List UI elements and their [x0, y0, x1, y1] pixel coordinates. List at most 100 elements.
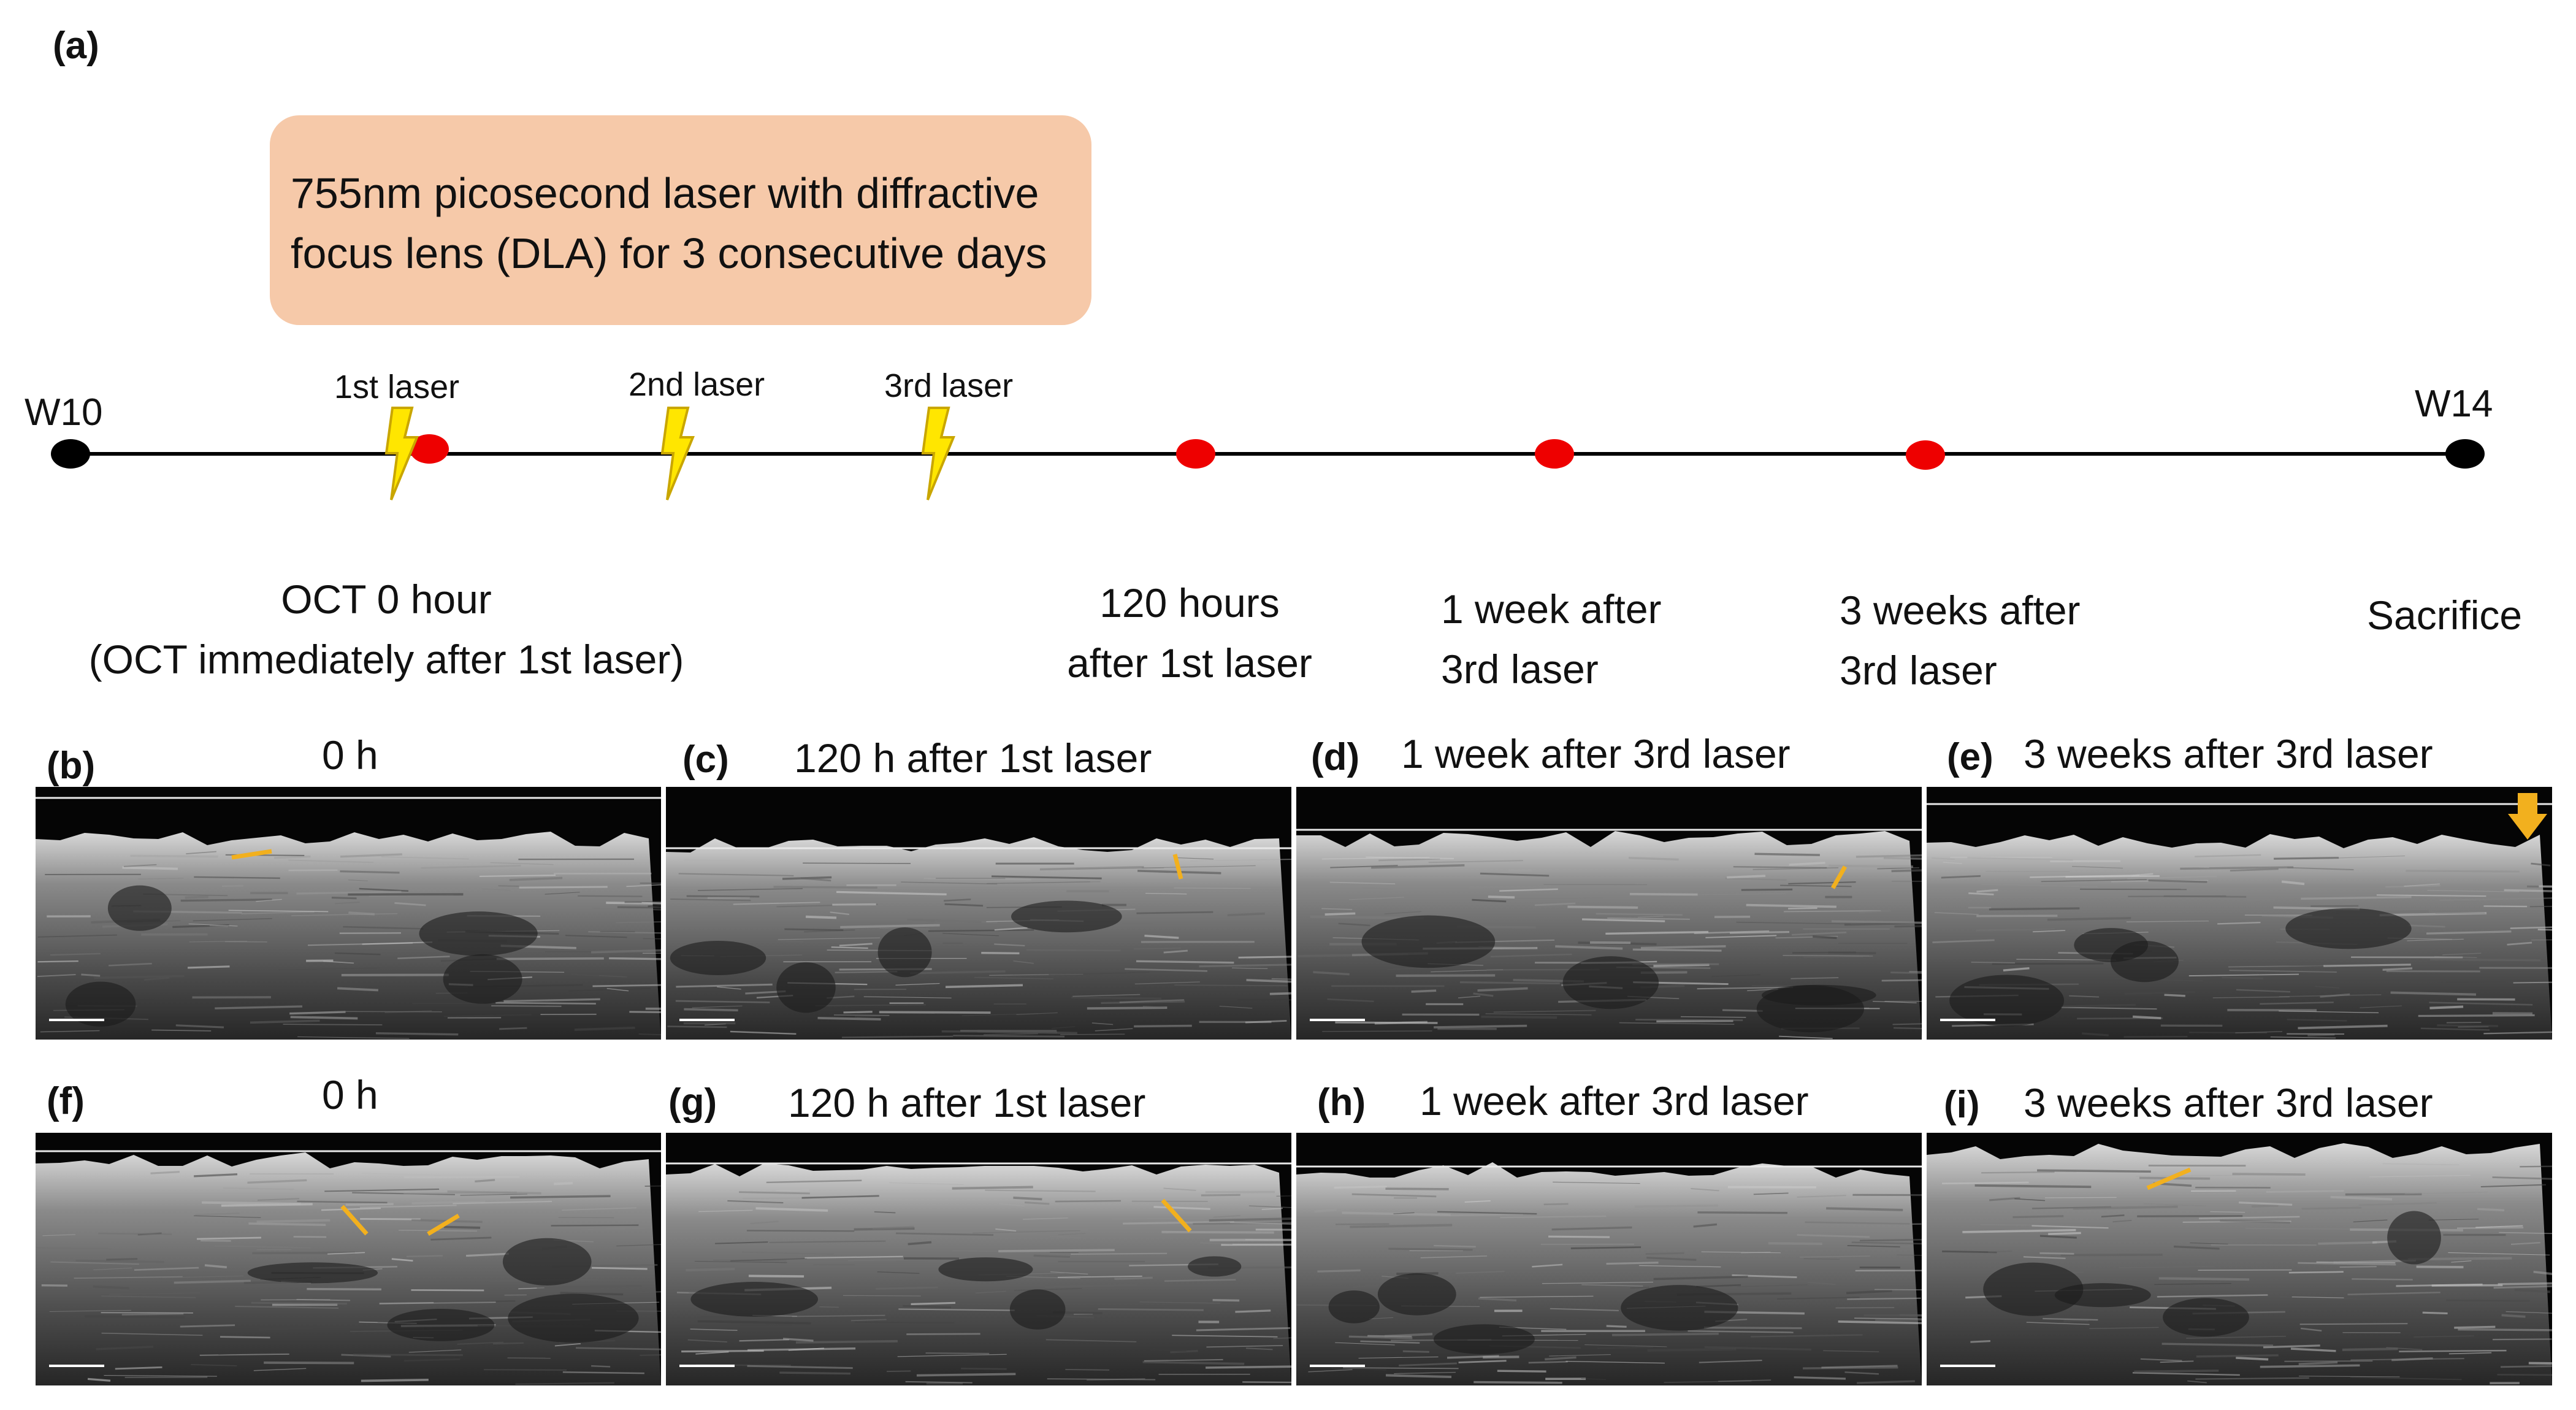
speckle-streak: [228, 910, 329, 913]
speckle-streak: [1349, 897, 1404, 900]
speckle-streak: [1261, 1208, 1283, 1211]
speckle-streak: [1974, 1184, 2092, 1189]
speckle-streak: [1699, 1360, 1762, 1363]
oct-image-h: [1296, 1133, 1922, 1385]
speckle-streak: [1528, 1360, 1568, 1364]
speckle-streak: [1881, 979, 1922, 982]
lightning-bolt-icon: [384, 407, 419, 500]
timeline-end-dot: [2445, 439, 2485, 469]
speckle-streak: [1058, 1275, 1142, 1278]
speckle-streak: [1635, 1019, 1743, 1021]
speckle-streak: [961, 1368, 1007, 1370]
dark-structure: [1361, 915, 1496, 968]
speckle-streak: [1058, 1233, 1086, 1236]
speckle-streak: [447, 1190, 541, 1195]
speckle-streak: [592, 908, 661, 911]
speckle-streak: [945, 984, 1023, 989]
speckle-streak: [345, 1203, 394, 1206]
speckle-streak: [1172, 1335, 1278, 1338]
speckle-streak: [101, 1295, 196, 1298]
speckle-streak: [855, 1322, 955, 1324]
speckle-streak: [1701, 1251, 1781, 1254]
speckle-streak: [1730, 930, 1790, 934]
speckle-streak: [2137, 1215, 2243, 1217]
oct-scan: [1296, 1162, 1922, 1385]
speckle-streak: [1396, 974, 1496, 977]
speckle-streak: [1072, 994, 1141, 997]
speckle-streak: [670, 898, 751, 902]
speckle-streak: [1493, 1010, 1596, 1013]
speckle-streak: [697, 887, 803, 891]
speckle-streak: [1894, 925, 1922, 928]
speckle-streak: [195, 1213, 240, 1216]
speckle-streak: [256, 1219, 331, 1224]
speckle-streak: [1746, 903, 1836, 908]
speckle-streak: [1797, 1195, 1846, 1198]
speckle-streak: [1144, 1358, 1223, 1362]
speckle-streak: [2279, 1010, 2379, 1013]
speckle-streak: [1725, 878, 1787, 881]
speckle-streak: [323, 960, 354, 964]
speckle-streak: [2298, 1024, 2388, 1030]
speckle-streak: [895, 983, 940, 986]
speckle-streak: [942, 933, 999, 937]
speckle-streak: [2493, 1285, 2552, 1289]
speckle-streak: [2446, 1022, 2482, 1024]
speckle-streak: [1570, 1246, 1642, 1249]
speckle-streak: [850, 1319, 887, 1322]
speckle-streak: [1581, 1378, 1606, 1381]
speckle-streak: [805, 915, 837, 919]
speckle-streak: [695, 1351, 729, 1355]
dark-structure: [1621, 1285, 1738, 1331]
speckle-streak: [1873, 1001, 1917, 1003]
callout-text: 755nm picosecond laser with diffractive …: [291, 163, 1047, 283]
speckle-streak: [1125, 968, 1207, 972]
speckle-streak: [223, 1187, 294, 1190]
speckle-streak: [779, 958, 804, 961]
speckle-streak: [994, 927, 1028, 931]
speckle-streak: [1555, 945, 1623, 950]
event-label-0h: OCT 0 hour (OCT immediately after 1st la…: [25, 569, 748, 689]
speckle-streak: [1718, 1379, 1771, 1382]
callout-line-2: focus lens (DLA) for 3 consecutive days: [291, 229, 1047, 277]
speckle-streak: [180, 898, 272, 902]
speckle-streak: [150, 1171, 180, 1174]
speckle-streak: [1584, 1344, 1667, 1347]
speckle-streak: [879, 1011, 991, 1014]
speckle-streak: [510, 1195, 611, 1199]
speckle-streak: [2416, 1265, 2464, 1268]
speckle-streak: [975, 1290, 1006, 1293]
speckle-streak: [256, 898, 282, 902]
speckle-streak: [257, 1198, 300, 1201]
speckle-streak: [855, 1015, 880, 1017]
speckle-streak: [1142, 1005, 1166, 1009]
speckle-streak: [215, 1245, 311, 1249]
speckle-streak: [1779, 1035, 1833, 1040]
laser-label-2: 2nd laser: [629, 366, 765, 403]
speckle-streak: [2229, 970, 2337, 973]
panel-e-title: 3 weeks after 3rd laser: [2024, 731, 2433, 776]
speckle-streak: [2404, 883, 2440, 887]
speckle-streak: [2266, 1190, 2344, 1193]
speckle-streak: [2358, 1202, 2437, 1206]
speckle-streak: [2220, 1219, 2290, 1224]
speckle-streak: [1970, 1340, 1990, 1343]
speckle-streak: [836, 891, 947, 895]
speckle-streak: [1434, 1024, 1527, 1029]
speckle-streak: [815, 1004, 926, 1006]
oct-scan: [1927, 1143, 2552, 1385]
speckle-streak: [1161, 1230, 1274, 1234]
speckle-streak: [2520, 1165, 2552, 1168]
speckle-streak: [1199, 964, 1291, 968]
speckle-streak: [2031, 1225, 2109, 1229]
dark-structure: [1562, 956, 1659, 1010]
speckle-streak: [801, 877, 831, 882]
speckle-streak: [202, 1201, 301, 1205]
speckle-streak: [1050, 1252, 1079, 1253]
speckle-streak: [123, 864, 157, 867]
speckle-streak: [194, 876, 280, 879]
speckle-streak: [803, 862, 911, 864]
speckle-streak: [2157, 1294, 2268, 1298]
speckle-streak: [697, 1315, 799, 1319]
speckle-streak: [2143, 1203, 2206, 1207]
